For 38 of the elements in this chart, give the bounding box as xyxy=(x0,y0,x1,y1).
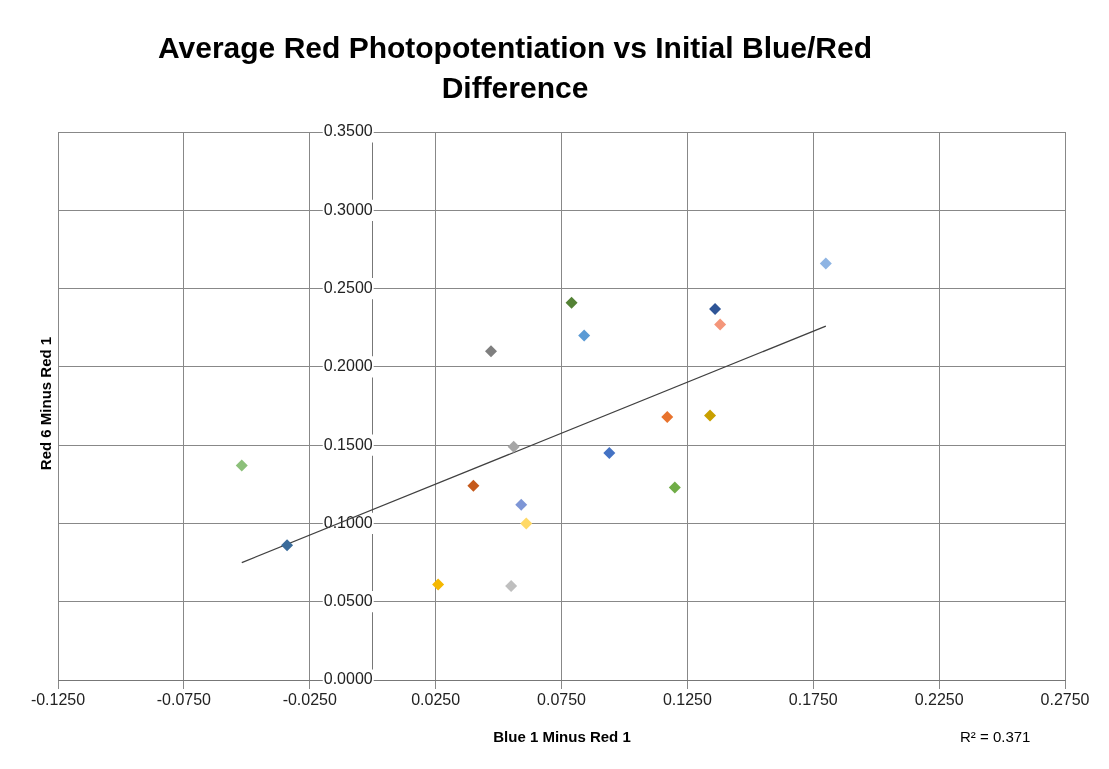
point xyxy=(603,446,616,459)
point xyxy=(515,498,528,511)
point xyxy=(819,257,832,270)
x-tick-label: 0.0750 xyxy=(537,691,587,709)
x-tick-label: -0.0750 xyxy=(156,691,212,709)
y-tick-label: 0.3000 xyxy=(323,200,373,218)
point xyxy=(485,345,498,358)
x-tick-label: 0.0250 xyxy=(411,691,461,709)
x-tick-label: 0.1750 xyxy=(788,691,838,709)
point xyxy=(578,329,591,342)
point xyxy=(714,318,727,331)
chart-title: Average Red Photopotentiation vs Initial Blue/Red Difference xyxy=(157,30,873,106)
text: R² = 0.371 xyxy=(960,728,1031,745)
x-axis-title: Blue 1 Minus Red 1 xyxy=(492,728,632,745)
point xyxy=(432,578,445,591)
point xyxy=(467,479,480,492)
point xyxy=(281,539,294,552)
point xyxy=(505,580,518,593)
x-tick-label: 0.1250 xyxy=(662,691,712,709)
x-tick-label: 0.2250 xyxy=(914,691,964,709)
y-tick-label: 0.2000 xyxy=(323,357,373,375)
point xyxy=(507,440,520,453)
point xyxy=(661,410,674,423)
y-tick-label: 0.0000 xyxy=(323,670,373,688)
point xyxy=(668,481,681,494)
point xyxy=(565,296,578,309)
point xyxy=(704,409,717,422)
y-tick-label: 0.1500 xyxy=(323,435,373,453)
x-tick-label: 0.2750 xyxy=(1040,691,1090,709)
x-tick-label: -0.1250 xyxy=(30,691,86,709)
point xyxy=(520,517,533,530)
y-tick-label: 0.3500 xyxy=(323,122,373,140)
y-tick-label: 0.0500 xyxy=(323,592,373,610)
x-tick-label: -0.0250 xyxy=(282,691,337,709)
point xyxy=(709,302,722,315)
point xyxy=(235,459,248,472)
y-axis-title: Red 6 Minus Red 1 xyxy=(36,335,54,473)
y-tick-label: 0.2500 xyxy=(323,278,373,296)
